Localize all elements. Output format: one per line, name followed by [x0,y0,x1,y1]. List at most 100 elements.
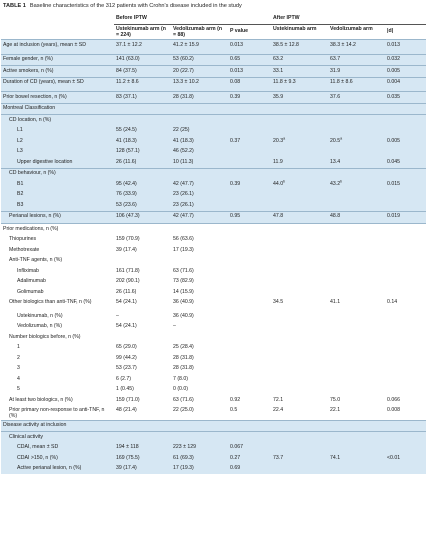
cell-ustekinumab-before [114,114,171,126]
cell-value: 47.8 [273,213,284,219]
cell-ustekinumab-before: 54 (24.1) [114,298,171,312]
cell-ustekinumab-before [114,332,171,343]
cell-ustekinumab-before [114,102,171,115]
row-label: Ustekinumab, n (%) [17,312,63,319]
cell-value: 14 (15.9) [173,288,194,295]
table-row: B1 95 (42.4) 42 (47.7) 0.39 44.0b 43.2b 0.015 [1,179,427,190]
cell-vedolizumab-after: 75.0 [328,395,385,406]
cell-ustekinumab-after [271,245,328,256]
cell-vedolizumab-before: 42 (47.7) [171,179,228,190]
cell-d [385,463,427,475]
header-ustekinumab-before: Ustekinumab arm (n = 224) [116,25,166,39]
cell-vedolizumab-before [171,114,228,126]
cell-p-value [228,364,271,375]
cell-vedolizumab-before: 41.2 ± 15.9 [171,39,228,54]
cell-value: 41 (18.3) [173,137,194,144]
cell-value: – [116,312,119,319]
row-label: 3 [17,365,20,371]
cell-value: 23 (26.1) [173,201,194,208]
row-label: Thiopurines [9,236,37,242]
cell-d [385,431,427,443]
row-label: Active smokers, n (%) [1,65,114,77]
cell-vedolizumab-after: 20.5a [328,136,386,147]
table-row: 5 1 (0.45) 0 (0.0) [1,385,426,396]
cell-value: 223 ± 129 [173,444,197,451]
table-row: Clinical activity [1,431,427,443]
cell-vedolizumab-after [328,353,385,364]
cell-value: 141 (63.0) [116,56,140,62]
table-row: CDAI, mean ± SD 194 ± 118 223 ± 129 0.067 [1,442,427,454]
row-label: Age at inclusion (years), mean ± SD [1,39,114,54]
cell-vedolizumab-after [328,419,386,432]
cell-p-value [228,385,271,396]
cell-value: 75.0 [330,396,341,403]
cell-ustekinumab-before: 141 (63.0) [114,53,171,66]
cell-d [385,442,427,454]
cell-ustekinumab-after [271,287,328,298]
cell-ustekinumab-after: 34.5 [271,298,328,312]
cell-value: 44.0 [273,180,284,187]
cell-value: 0.008 [387,407,400,413]
cell-vedolizumab-after [328,235,385,246]
cell-value: 36 (40.9) [173,312,194,319]
row-label: Duration of CD (years), mean ± SD [1,76,114,92]
cell-value: 56 (63.6) [173,236,194,242]
table-row: L1 55 (24.5) 22 (25) [1,125,427,136]
cell-vedolizumab-before: 28 (31.8) [171,364,228,375]
cell-d [385,125,427,136]
cell-value: 34.5 [273,299,284,305]
cell-ustekinumab-after [271,235,328,246]
cell-p-value [228,311,271,322]
cell-ustekinumab-before: 54 (24.1) [114,322,171,333]
cell-ustekinumab-before: 1 (0.45) [114,385,171,396]
cell-value: 38.3 ± 14.2 [330,41,356,48]
cell-ustekinumab-after [271,277,328,288]
table-row: Thiopurines 159 (70.9) 56 (63.6) [1,235,426,246]
cell-ustekinumab-before: 48 (21.4) [114,406,171,421]
row-label: CD behaviour, n (%) [1,167,114,179]
cell-p-value [228,353,271,364]
cell-vedolizumab-after [328,125,386,136]
row-label: 4 [17,375,20,382]
cell-d [385,311,426,322]
row-label: 2 [17,354,20,361]
cell-value: 20.3 [273,137,284,144]
cell-ustekinumab-after [271,442,329,454]
cell-vedolizumab-before: 10 (11.3) [171,157,228,168]
cell-d: 0.035 [385,91,427,103]
cell-value: 54 (24.1) [116,299,137,305]
cell-value: 159 (70.9) [116,236,140,242]
cell-p-value [228,277,271,288]
header-after-iptw: After IPTW [271,13,427,25]
cell-ustekinumab-after [271,431,329,443]
table-row: Adalimumab 202 (90.1) 73 (82.9) [1,277,426,288]
cell-ustekinumab-before: 161 (71.8) [114,266,171,277]
cell-d [385,245,426,256]
cell-vedolizumab-before: 23 (26.1) [171,189,228,200]
cell-vedolizumab-before: 0 (0.0) [171,385,228,396]
cell-value: 28 (31.8) [173,93,194,100]
cell-value: 38.5 ± 12.8 [273,41,299,48]
cell-value: 23 (26.1) [173,191,194,197]
cell-value: 0 (0.0) [173,386,188,392]
cell-value: 72.1 [273,396,284,403]
cell-value: 0.08 [230,79,241,85]
cell-d [385,364,426,375]
table-row: B3 53 (23.6) 23 (26.1) [1,200,427,211]
cell-value: 159 (71.0) [116,396,140,403]
row-label: Methotrexate [9,246,40,253]
footnote-marker: b [283,179,286,183]
header-empty [1,13,114,24]
cell-value: 42 (47.7) [173,213,194,219]
cell-vedolizumab-after: 22.1 [328,406,385,421]
cell-value: 0.066 [387,396,400,403]
cell-d: 0.015 [385,179,427,190]
row-label: L1 [1,125,114,136]
cell-d [385,102,427,115]
cell-value: 0.92 [230,396,241,403]
cell-vedolizumab-after [328,385,385,396]
cell-ustekinumab-before: 65 (29.0) [114,343,171,354]
cell-ustekinumab-after [271,385,328,396]
cell-ustekinumab-before: 55 (24.5) [114,125,171,136]
cell-value: 22 (25) [173,127,190,133]
